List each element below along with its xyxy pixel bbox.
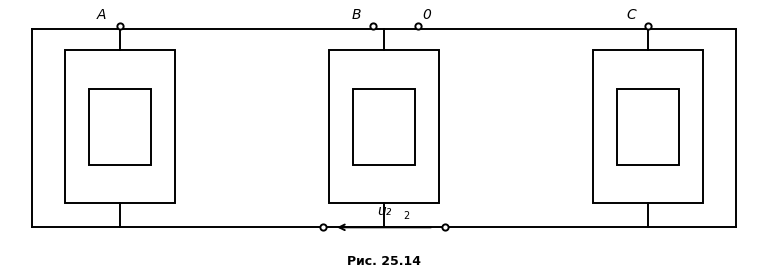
Text: 2: 2 xyxy=(403,211,409,221)
Bar xyxy=(353,89,415,165)
Bar xyxy=(65,50,175,203)
Bar xyxy=(593,50,703,203)
Text: 0: 0 xyxy=(422,8,431,22)
Bar xyxy=(617,89,680,165)
Text: B: B xyxy=(352,8,361,22)
Bar xyxy=(88,89,151,165)
Text: u₂: u₂ xyxy=(377,204,391,218)
Text: A: A xyxy=(97,8,106,22)
Text: Рис. 25.14: Рис. 25.14 xyxy=(347,255,421,268)
Bar xyxy=(329,50,439,203)
Text: C: C xyxy=(627,8,637,22)
